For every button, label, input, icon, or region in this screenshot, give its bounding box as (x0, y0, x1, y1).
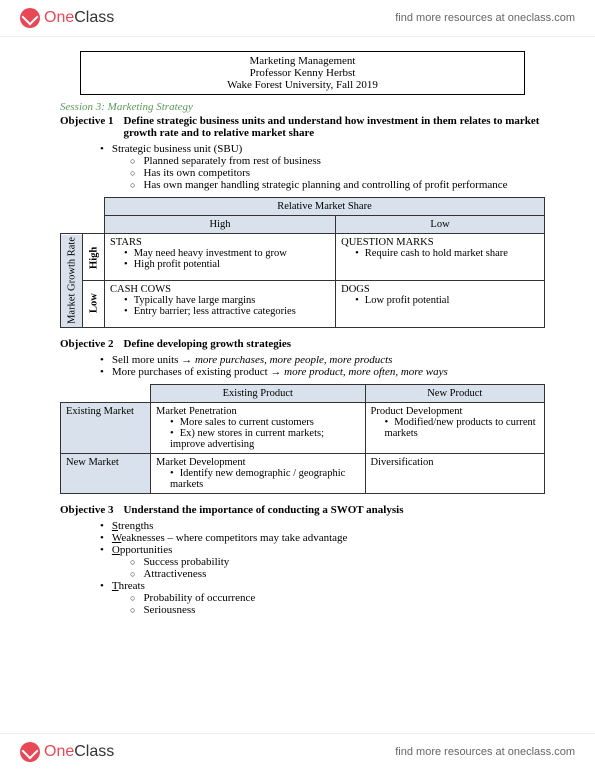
sbu-list: Strategic business unit (SBU) (100, 143, 545, 155)
mp-title: Market Penetration (156, 406, 360, 417)
objective-2: Objective 2 Define developing growth str… (60, 338, 545, 350)
bcg-matrix: Relative Market Share High Low Market Gr… (60, 197, 545, 328)
sbu-item: Strategic business unit (SBU) (100, 143, 545, 155)
pd-title: Product Development (371, 406, 539, 417)
cc-p2: Entry barrier; less attractive categorie… (124, 306, 330, 317)
cc-p1: Typically have large margins (124, 295, 330, 306)
swot-t-p2: Seriousness (130, 604, 545, 616)
swot-t: Threats (100, 580, 545, 592)
cc-title: CASH COWS (110, 284, 330, 295)
swot-o: Opportunities (100, 544, 545, 556)
footer-tagline[interactable]: find more resources at oneclass.com (395, 746, 575, 758)
mp-p1: More sales to current customers (170, 417, 360, 428)
stars-title: STARS (110, 237, 330, 248)
obj2-text: Define developing growth strategies (123, 338, 291, 350)
bcg-col-title: Relative Market Share (105, 198, 545, 216)
obj1-text: Define strategic business units and unde… (123, 115, 545, 139)
objective-3: Objective 3 Understand the importance of… (60, 504, 545, 516)
sbu-sub2: Has its own competitors (130, 167, 545, 179)
swot-list: Strengths Weaknesses – where competitors… (100, 520, 545, 556)
swot-o-p1: Success probability (130, 556, 545, 568)
ansoff-row1: Existing Market (61, 402, 151, 453)
bcg-high-row: High (83, 234, 105, 281)
logo-icon (20, 8, 40, 28)
growth-b1: Sell more units → more purchases, more p… (100, 354, 545, 366)
qm-p1: Require cash to hold market share (355, 248, 539, 259)
bcg-high-col: High (105, 216, 336, 234)
footer-bar: OneClass find more resources at oneclass… (0, 733, 595, 770)
md-title: Market Development (156, 457, 360, 468)
bcg-stars-cell: STARS May need heavy investment to growH… (105, 234, 336, 281)
footer-logo-one: One (44, 743, 74, 760)
stars-p2: High profit potential (124, 259, 330, 270)
ansoff-div-cell: Diversification (365, 453, 544, 493)
ansoff-pd-cell: Product Development Modified/new product… (365, 402, 544, 453)
footer-logo-class: Class (74, 743, 114, 760)
logo-one: One (44, 9, 74, 26)
qm-title: QUESTION MARKS (341, 237, 539, 248)
ansoff-md-cell: Market Development Identify new demograp… (151, 453, 366, 493)
growth-list: Sell more units → more purchases, more p… (100, 354, 545, 378)
ansoff-mp-cell: Market Penetration More sales to current… (151, 402, 366, 453)
stars-p1: May need heavy investment to grow (124, 248, 330, 259)
sbu-sub3: Has own manger handling strategic planni… (130, 179, 545, 191)
ansoff-row2: New Market (61, 453, 151, 493)
footer-logo-icon (20, 742, 40, 762)
swot-s: Strengths (100, 520, 545, 532)
objective-1: Objective 1 Define strategic business un… (60, 115, 545, 139)
growth-b2: More purchases of existing product → mor… (100, 366, 545, 378)
div-title: Diversification (371, 457, 539, 468)
header-bar: OneClass find more resources at oneclass… (0, 0, 595, 37)
obj2-label: Objective 2 (60, 338, 113, 350)
pd-p1: Modified/new products to current markets (385, 417, 539, 439)
logo-text: OneClass (44, 9, 114, 27)
swot-o-p2: Attractiveness (130, 568, 545, 580)
logo: OneClass (20, 8, 114, 28)
swot-t-sub: Probability of occurrence Seriousness (130, 592, 545, 616)
ansoff-col2: New Product (365, 384, 544, 402)
session-heading: Session 3: Marketing Strategy (60, 101, 545, 113)
swot-w: Weaknesses – where competitors may take … (100, 532, 545, 544)
header-tagline[interactable]: find more resources at oneclass.com (395, 12, 575, 24)
page-content: Marketing Management Professor Kenny Her… (0, 37, 595, 676)
dogs-title: DOGS (341, 284, 539, 295)
footer-logo-text: OneClass (44, 743, 114, 761)
md-p1: Identify new demographic / geographic ma… (170, 468, 360, 490)
bcg-dogs-cell: DOGS Low profit potential (336, 280, 545, 327)
bcg-low-row: Low (83, 280, 105, 327)
bcg-low-col: Low (336, 216, 545, 234)
title-line-1: Marketing Management (87, 55, 518, 67)
bcg-row-title: Market Growth Rate (61, 234, 83, 328)
obj3-label: Objective 3 (60, 504, 113, 516)
sbu-sublist: Planned separately from rest of business… (130, 155, 545, 191)
sbu-sub1: Planned separately from rest of business (130, 155, 545, 167)
bcg-cc-cell: CASH COWS Typically have large marginsEn… (105, 280, 336, 327)
obj1-label: Objective 1 (60, 115, 113, 139)
title-line-2: Professor Kenny Herbst (87, 67, 518, 79)
swot-o-sub: Success probability Attractiveness (130, 556, 545, 580)
swot-t-p1: Probability of occurrence (130, 592, 545, 604)
title-box: Marketing Management Professor Kenny Her… (80, 51, 525, 95)
dogs-p1: Low profit potential (355, 295, 539, 306)
ansoff-matrix: Existing Product New Product Existing Ma… (60, 384, 545, 494)
logo-class: Class (74, 9, 114, 26)
ansoff-col1: Existing Product (151, 384, 366, 402)
obj3-text: Understand the importance of conducting … (123, 504, 403, 516)
footer-logo: OneClass (20, 742, 114, 762)
bcg-qm-cell: QUESTION MARKS Require cash to hold mark… (336, 234, 545, 281)
title-line-3: Wake Forest University, Fall 2019 (87, 79, 518, 91)
swot-list2: Threats (100, 580, 545, 592)
mp-p2: Ex) new stores in current markets; impro… (170, 428, 360, 450)
